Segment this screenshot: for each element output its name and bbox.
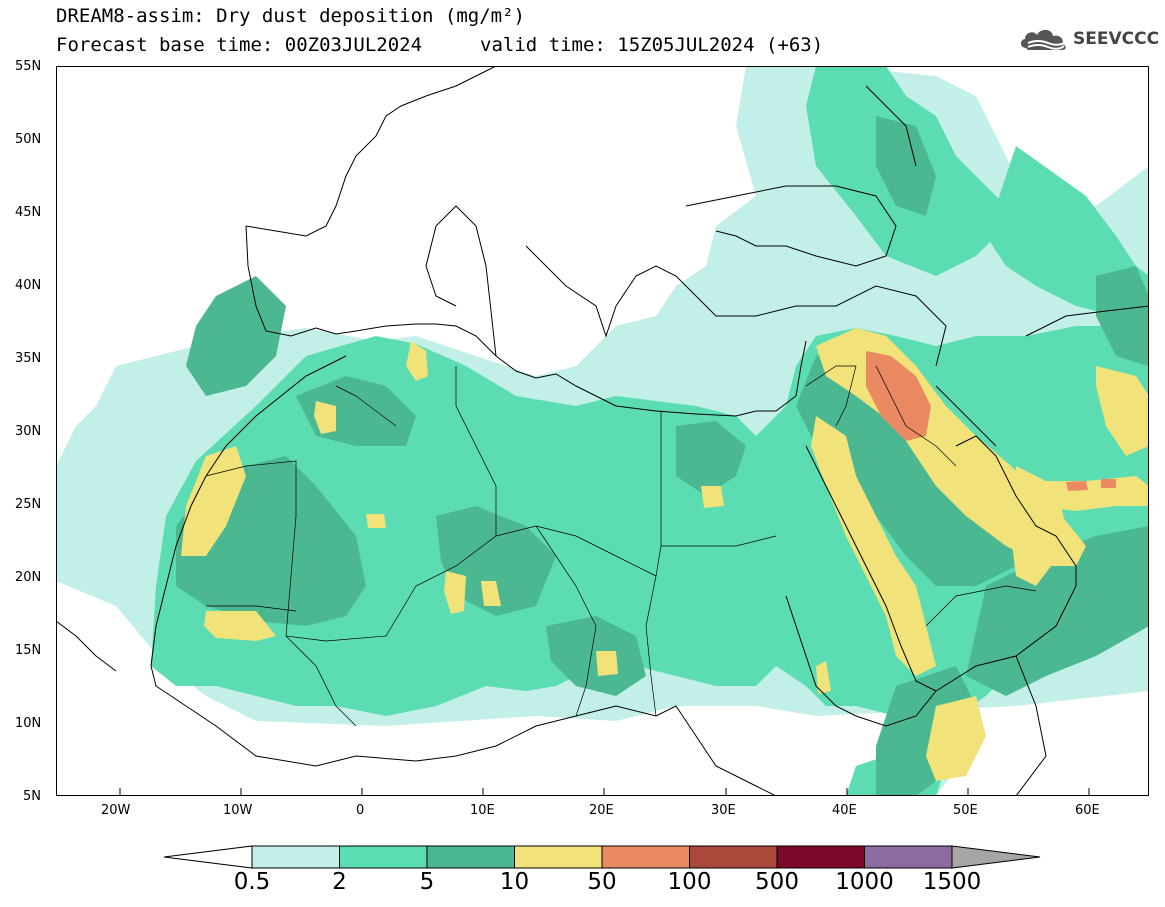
- lat-label-20n: 20N: [15, 570, 42, 585]
- colorbar-cell: [864, 845, 953, 869]
- lat-label-15n: 15N: [15, 643, 42, 658]
- lon-ticks: [119, 788, 1090, 796]
- dust-map: [56, 66, 1149, 796]
- colorbar-cell: [514, 845, 603, 869]
- colorbar-cell: [776, 845, 865, 869]
- colorbar-cell: [689, 845, 778, 869]
- lon-label-60e: 60E: [1075, 803, 1100, 818]
- colorbar-cell: [251, 845, 340, 869]
- lat-label-10n: 10N: [15, 716, 42, 731]
- colorbar-max-arrow: [951, 845, 1041, 869]
- colorbar-label: 500: [755, 869, 799, 895]
- colorbar-cell: [426, 845, 515, 869]
- lat-label-30n: 30N: [15, 424, 42, 439]
- lat-label-25n: 25N: [15, 497, 42, 512]
- colorbar-label: 0.5: [233, 869, 271, 895]
- lon-label-10e: 10E: [470, 803, 495, 818]
- interior-borders: [205, 365, 1037, 727]
- logo-text: SEEVCCC: [1073, 29, 1160, 49]
- lon-label-30e: 30E: [711, 803, 736, 818]
- lat-label-45n: 45N: [15, 205, 42, 220]
- lat-label-5n: 5N: [23, 789, 41, 804]
- lon-label-10w: 10W: [223, 803, 253, 818]
- colorbar-label: 5: [419, 869, 435, 895]
- colorbar: [163, 845, 1041, 869]
- lon-label-20w: 20W: [101, 803, 131, 818]
- lon-label-50e: 50E: [953, 803, 978, 818]
- lat-label-50n: 50N: [15, 132, 42, 147]
- valid-time: valid time: 15Z05JUL2024 (+63): [480, 34, 824, 56]
- colorbar-min-arrow: [163, 845, 253, 869]
- base-time: Forecast base time: 00Z03JUL2024: [56, 34, 423, 56]
- colorbar-cell: [601, 845, 690, 869]
- colorbar-label: 1500: [922, 869, 982, 895]
- lon-label-20e: 20E: [589, 803, 614, 818]
- lat-label-40n: 40N: [15, 278, 42, 293]
- map-title: DREAM8-assim: Dry dust deposition (mg/m²…: [56, 5, 525, 27]
- lat-label-35n: 35N: [15, 351, 42, 366]
- colorbar-label: 2: [332, 869, 347, 895]
- seevccc-logo: SEEVCCC: [1018, 26, 1159, 52]
- colorbar-label: 50: [587, 869, 617, 895]
- dust-level5-areas: [866, 351, 1116, 491]
- colorbar-cell: [339, 845, 428, 869]
- lon-label-40e: 40E: [832, 803, 857, 818]
- cloud-icon: [1020, 29, 1067, 50]
- lon-label-0: 0: [356, 803, 365, 818]
- colorbar-label: 1000: [835, 869, 894, 895]
- colorbar-label: 10: [499, 869, 530, 895]
- colorbar-label: 100: [667, 869, 712, 895]
- lat-label-55n: 55N: [15, 59, 42, 74]
